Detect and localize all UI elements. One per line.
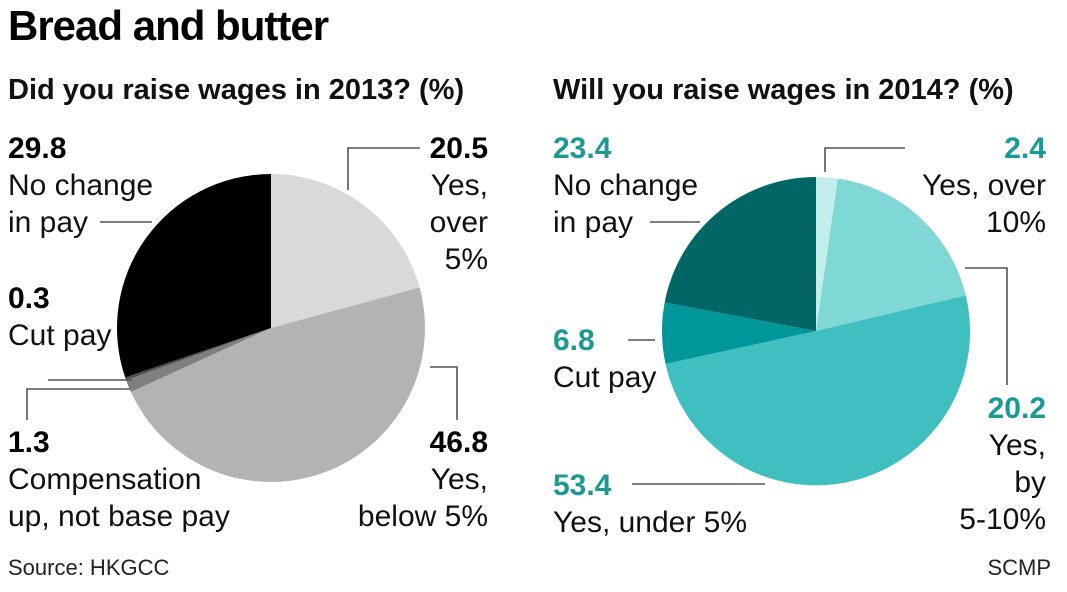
pie-1-slice-0: [816, 177, 838, 331]
pie-1-value-4: 23.4: [553, 132, 612, 165]
pie-0-value-2: 1.3: [8, 426, 50, 459]
pie-0-leader-0: [347, 147, 420, 190]
pie-1-value-2: 53.4: [553, 469, 612, 502]
pie-1-label-1-0: Yes,: [989, 429, 1046, 462]
pie-0-label-4-0: No change: [8, 169, 153, 202]
pie-1-slice-1: [816, 178, 966, 331]
pie-0-leader-2: [26, 388, 130, 420]
pie-1-slice-4: [664, 177, 816, 331]
pie-1-slice-3: [662, 302, 816, 364]
pie-1-value-3: 6.8: [553, 324, 595, 357]
pie-0-value-3: 0.3: [8, 282, 50, 315]
pie-0-value-1: 46.8: [430, 426, 488, 459]
pie-2013-title: Did you raise wages in 2013? (%): [8, 74, 465, 106]
pie-1-label-0-1: 10%: [986, 206, 1046, 239]
pie-0-slice-3: [125, 328, 272, 381]
pie-0-label-1-0: Yes,: [431, 463, 488, 496]
pie-1-label-1-1: by: [1014, 466, 1046, 499]
pie-0-label-4-1: in pay: [8, 206, 88, 239]
pie-0-slice-4: [116, 173, 271, 378]
pie-0-label-0-2: 5%: [445, 243, 488, 276]
pie-1-label-2-0: Yes, under 5%: [553, 506, 747, 539]
source-note: Source: HKGCC: [8, 555, 170, 580]
pie-0-leader-1: [430, 366, 458, 420]
pie-0-slice-2: [126, 328, 271, 392]
pie-0-slice-0: [271, 174, 420, 328]
pie-1-value-1: 20.2: [988, 392, 1046, 425]
pie-0-value-4: 29.8: [8, 132, 66, 165]
pie-0-value-0: 20.5: [430, 132, 488, 165]
pie-0-label-1-1: below 5%: [358, 500, 488, 533]
pie-1-label-0-0: Yes, over: [922, 169, 1046, 202]
credit-note: SCMP: [987, 555, 1051, 580]
pie-1-leader-1: [965, 267, 1008, 385]
pie-0-label-2-1: up, not base pay: [8, 500, 230, 533]
pie-0-label-0-0: Yes,: [431, 169, 488, 202]
pie-0-label-2-0: Compensation: [8, 463, 201, 496]
pie-2014-title: Will you raise wages in 2014? (%): [553, 74, 1014, 106]
pie-1-value-0: 2.4: [1004, 132, 1046, 165]
pie-0-label-0-1: over: [430, 206, 488, 239]
pie-1-label-3-0: Cut pay: [553, 361, 656, 394]
pie-1-label-1-2: 5-10%: [959, 503, 1046, 536]
pie-0-slice-1: [130, 287, 425, 482]
pie-1-leader-0: [824, 147, 905, 172]
pie-1-slice-2: [665, 295, 971, 486]
pie-1-label-4-0: No change: [553, 169, 698, 202]
chart-title: Bread and butter: [8, 2, 329, 49]
pie-1-label-4-1: in pay: [553, 206, 633, 239]
pie-0-label-3-0: Cut pay: [8, 319, 111, 352]
